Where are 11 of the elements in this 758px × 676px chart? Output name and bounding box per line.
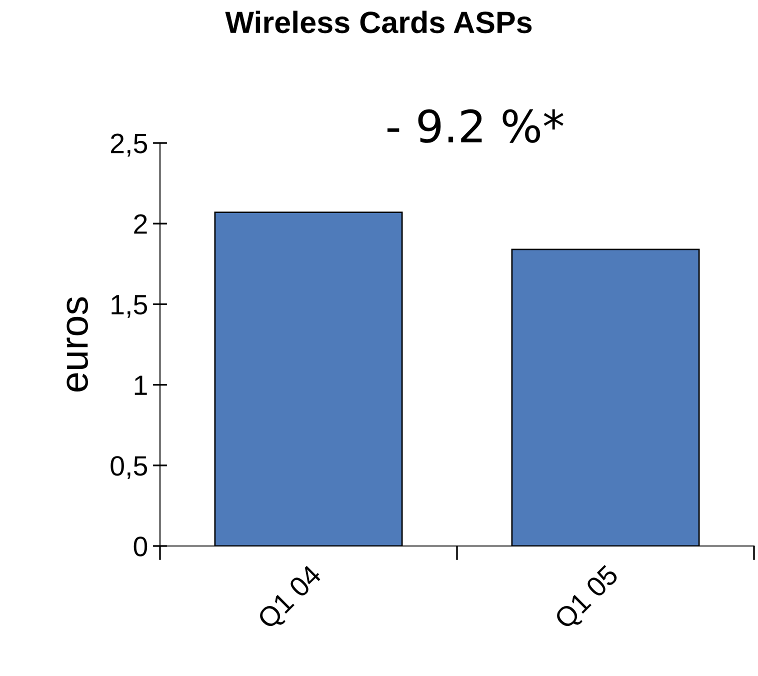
y-tick-label: 2,5: [110, 134, 148, 157]
chart-title: Wireless Cards ASPs: [225, 10, 532, 34]
x-tick-label: Q1 05: [553, 564, 623, 634]
y-tick-label: 2: [134, 214, 147, 234]
y-axis-title: euros: [66, 297, 88, 392]
y-tick-label: 1,5: [112, 295, 148, 318]
y-tick-label: 0,5: [110, 456, 148, 480]
x-tick-label: Q1 04: [256, 564, 326, 634]
y-tick-label: 1: [134, 376, 147, 395]
text: - 9.2 %*: [387, 109, 564, 143]
y-tick-label: 0: [134, 536, 148, 556]
